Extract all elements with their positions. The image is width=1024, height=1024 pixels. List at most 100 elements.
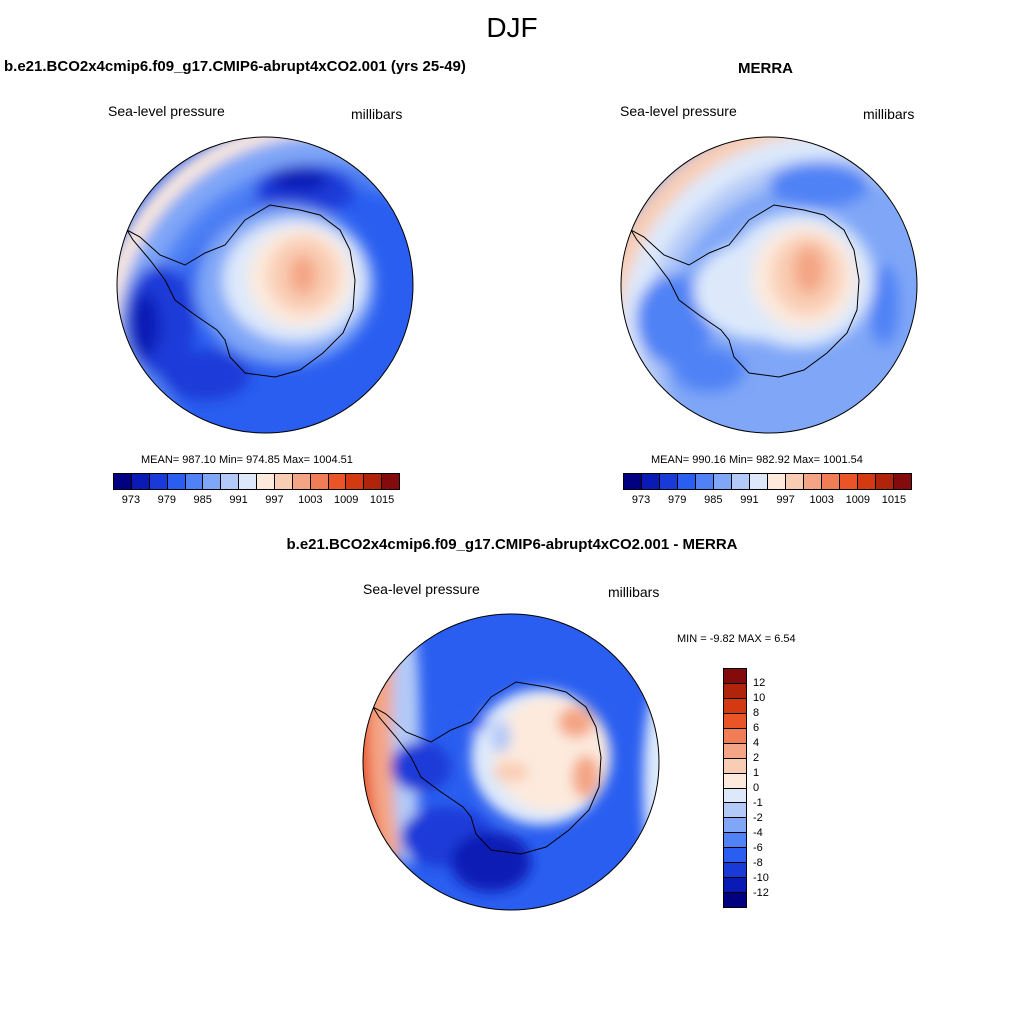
obs-colorbar-tick-label: 1015 <box>881 494 907 506</box>
obs-colorbar-color-box <box>840 474 858 489</box>
model-colorbar-color-box <box>221 474 240 489</box>
diff-colorbar-tick-label: 1 <box>753 767 760 779</box>
diff-colorbar-labels: 12 10 8 6 4 2 1 0 -1 -2 -4 -6 -8 -10 -12 <box>753 668 793 908</box>
diff-min-max: MIN = -9.82 MAX = 6.54 <box>677 633 796 645</box>
diff-colorbar-tick-label: -8 <box>753 857 763 869</box>
obs-colorbar-color-box <box>768 474 786 489</box>
diff-colorbar-tick-label: 10 <box>753 692 766 704</box>
diff-colorbar-color-box <box>724 803 746 819</box>
model-map <box>116 136 414 434</box>
obs-colorbar-color-box <box>642 474 660 489</box>
obs-colorbar-color-box <box>858 474 876 489</box>
model-colorbar-tick-label: 1015 <box>369 494 395 506</box>
model-colorbar-color-box <box>185 474 204 489</box>
diff-panel-title: b.e21.BCO2x4cmip6.f09_g17.CMIP6-abrupt4x… <box>286 536 738 553</box>
diff-variable-label: Sea-level pressure <box>363 581 480 597</box>
model-colorbar-color-box <box>310 474 329 489</box>
obs-panel-title: MERRA <box>738 60 793 77</box>
diff-colorbar-color-box <box>724 669 746 684</box>
model-colorbar-color-box <box>292 474 311 489</box>
model-colorbar-color-box <box>328 474 347 489</box>
diff-colorbar-color-box <box>724 728 746 744</box>
diff-units-label: millibars <box>608 584 660 600</box>
diff-colorbar-color-box <box>724 818 746 834</box>
obs-colorbar-color-box <box>732 474 750 489</box>
diff-colorbar-color-box <box>724 698 746 714</box>
obs-colorbar-tick-label: 1003 <box>809 494 834 506</box>
diff-colorbar-color-box <box>724 758 746 774</box>
model-colorbar-tick-label: 997 <box>265 494 284 506</box>
model-colorbar-color-box <box>346 474 365 489</box>
model-colorbar-color-box <box>274 474 293 489</box>
model-colorbar-color-box <box>167 474 186 489</box>
diff-colorbar-tick-label: 4 <box>753 737 760 749</box>
diff-colorbar-color-box <box>724 713 746 729</box>
diff-colorbar-tick-label: 8 <box>753 707 760 719</box>
diff-colorbar-color-box <box>724 848 746 864</box>
obs-colorbar-tick-label: 985 <box>704 494 723 506</box>
obs-colorbar-color-box <box>876 474 894 489</box>
diff-colorbar-color-box <box>724 833 746 849</box>
model-stats: MEAN= 987.10 Min= 974.85 Max= 1004.51 <box>141 454 353 466</box>
obs-colorbar-tick-label: 979 <box>668 494 687 506</box>
model-colorbar-color-box <box>239 474 257 489</box>
model-colorbar-color-box <box>203 474 222 489</box>
obs-colorbar-tick-label: 973 <box>631 494 651 506</box>
diff-map <box>362 613 660 911</box>
diff-colorbar-tick-label: 0 <box>753 782 760 794</box>
diff-colorbar-color-box <box>724 893 746 907</box>
model-colorbar-tick-label: 1003 <box>298 494 323 506</box>
model-colorbar-tick-label: 985 <box>193 494 212 506</box>
obs-colorbar-color-box <box>696 474 714 489</box>
diff-colorbar <box>723 668 747 908</box>
obs-colorbar-color-box <box>714 474 732 489</box>
model-colorbar-tick-label: 1009 <box>333 494 359 506</box>
model-colorbar-tick-label: 991 <box>229 494 248 506</box>
diff-colorbar-tick-label: -4 <box>753 827 763 839</box>
diff-colorbar-tick-label: -2 <box>753 812 763 824</box>
obs-variable-label: Sea-level pressure <box>620 103 737 119</box>
obs-colorbar-tick-label: 997 <box>776 494 795 506</box>
model-colorbar <box>113 473 400 490</box>
diff-colorbar-color-box <box>724 878 746 894</box>
diff-colorbar-tick-label: -10 <box>753 872 769 884</box>
obs-colorbar-color-box <box>678 474 696 489</box>
obs-colorbar-color-box <box>660 474 678 489</box>
diff-colorbar-color-box <box>724 863 746 879</box>
model-variable-label: Sea-level pressure <box>108 103 225 119</box>
obs-units-label: millibars <box>863 106 915 122</box>
model-colorbar-color-box <box>382 474 399 489</box>
obs-colorbar-color-box <box>786 474 804 489</box>
season-title: DJF <box>486 12 538 43</box>
model-colorbar-color-box <box>114 474 132 489</box>
diff-colorbar-color-box <box>724 683 746 699</box>
diff-colorbar-tick-label: 2 <box>753 752 760 764</box>
model-units-label: millibars <box>351 106 403 122</box>
diff-colorbar-tick-label: -12 <box>753 887 769 899</box>
model-colorbar-color-box <box>257 474 275 489</box>
diff-colorbar-tick-label: 12 <box>753 677 766 689</box>
obs-colorbar-tick-label: 1009 <box>845 494 871 506</box>
diff-colorbar-tick-label: 6 <box>753 722 760 734</box>
model-colorbar-tick-label: 973 <box>121 494 141 506</box>
diff-colorbar-tick-label: -1 <box>753 797 763 809</box>
model-panel-title: b.e21.BCO2x4cmip6.f09_g17.CMIP6-abrupt4x… <box>4 58 466 75</box>
obs-map <box>620 136 918 434</box>
model-colorbar-labels: 973 979 985 991 997 1003 1009 1015 <box>113 494 400 508</box>
diff-colorbar-tick-label: -6 <box>753 842 763 854</box>
model-colorbar-color-box <box>131 474 150 489</box>
model-colorbar-color-box <box>364 474 383 489</box>
obs-colorbar-color-box <box>804 474 822 489</box>
obs-colorbar-color-box <box>624 474 642 489</box>
diff-colorbar-color-box <box>724 788 746 804</box>
obs-colorbar-color-box <box>750 474 768 489</box>
model-colorbar-color-box <box>149 474 168 489</box>
obs-colorbar-color-box <box>822 474 840 489</box>
diff-colorbar-color-box <box>724 773 746 789</box>
obs-colorbar-tick-label: 991 <box>740 494 759 506</box>
obs-colorbar-color-box <box>894 474 911 489</box>
obs-colorbar-labels: 973 979 985 991 997 1003 1009 1015 <box>623 494 912 508</box>
diff-colorbar-color-box <box>724 743 746 759</box>
model-colorbar-tick-label: 979 <box>157 494 176 506</box>
obs-colorbar <box>623 473 912 490</box>
